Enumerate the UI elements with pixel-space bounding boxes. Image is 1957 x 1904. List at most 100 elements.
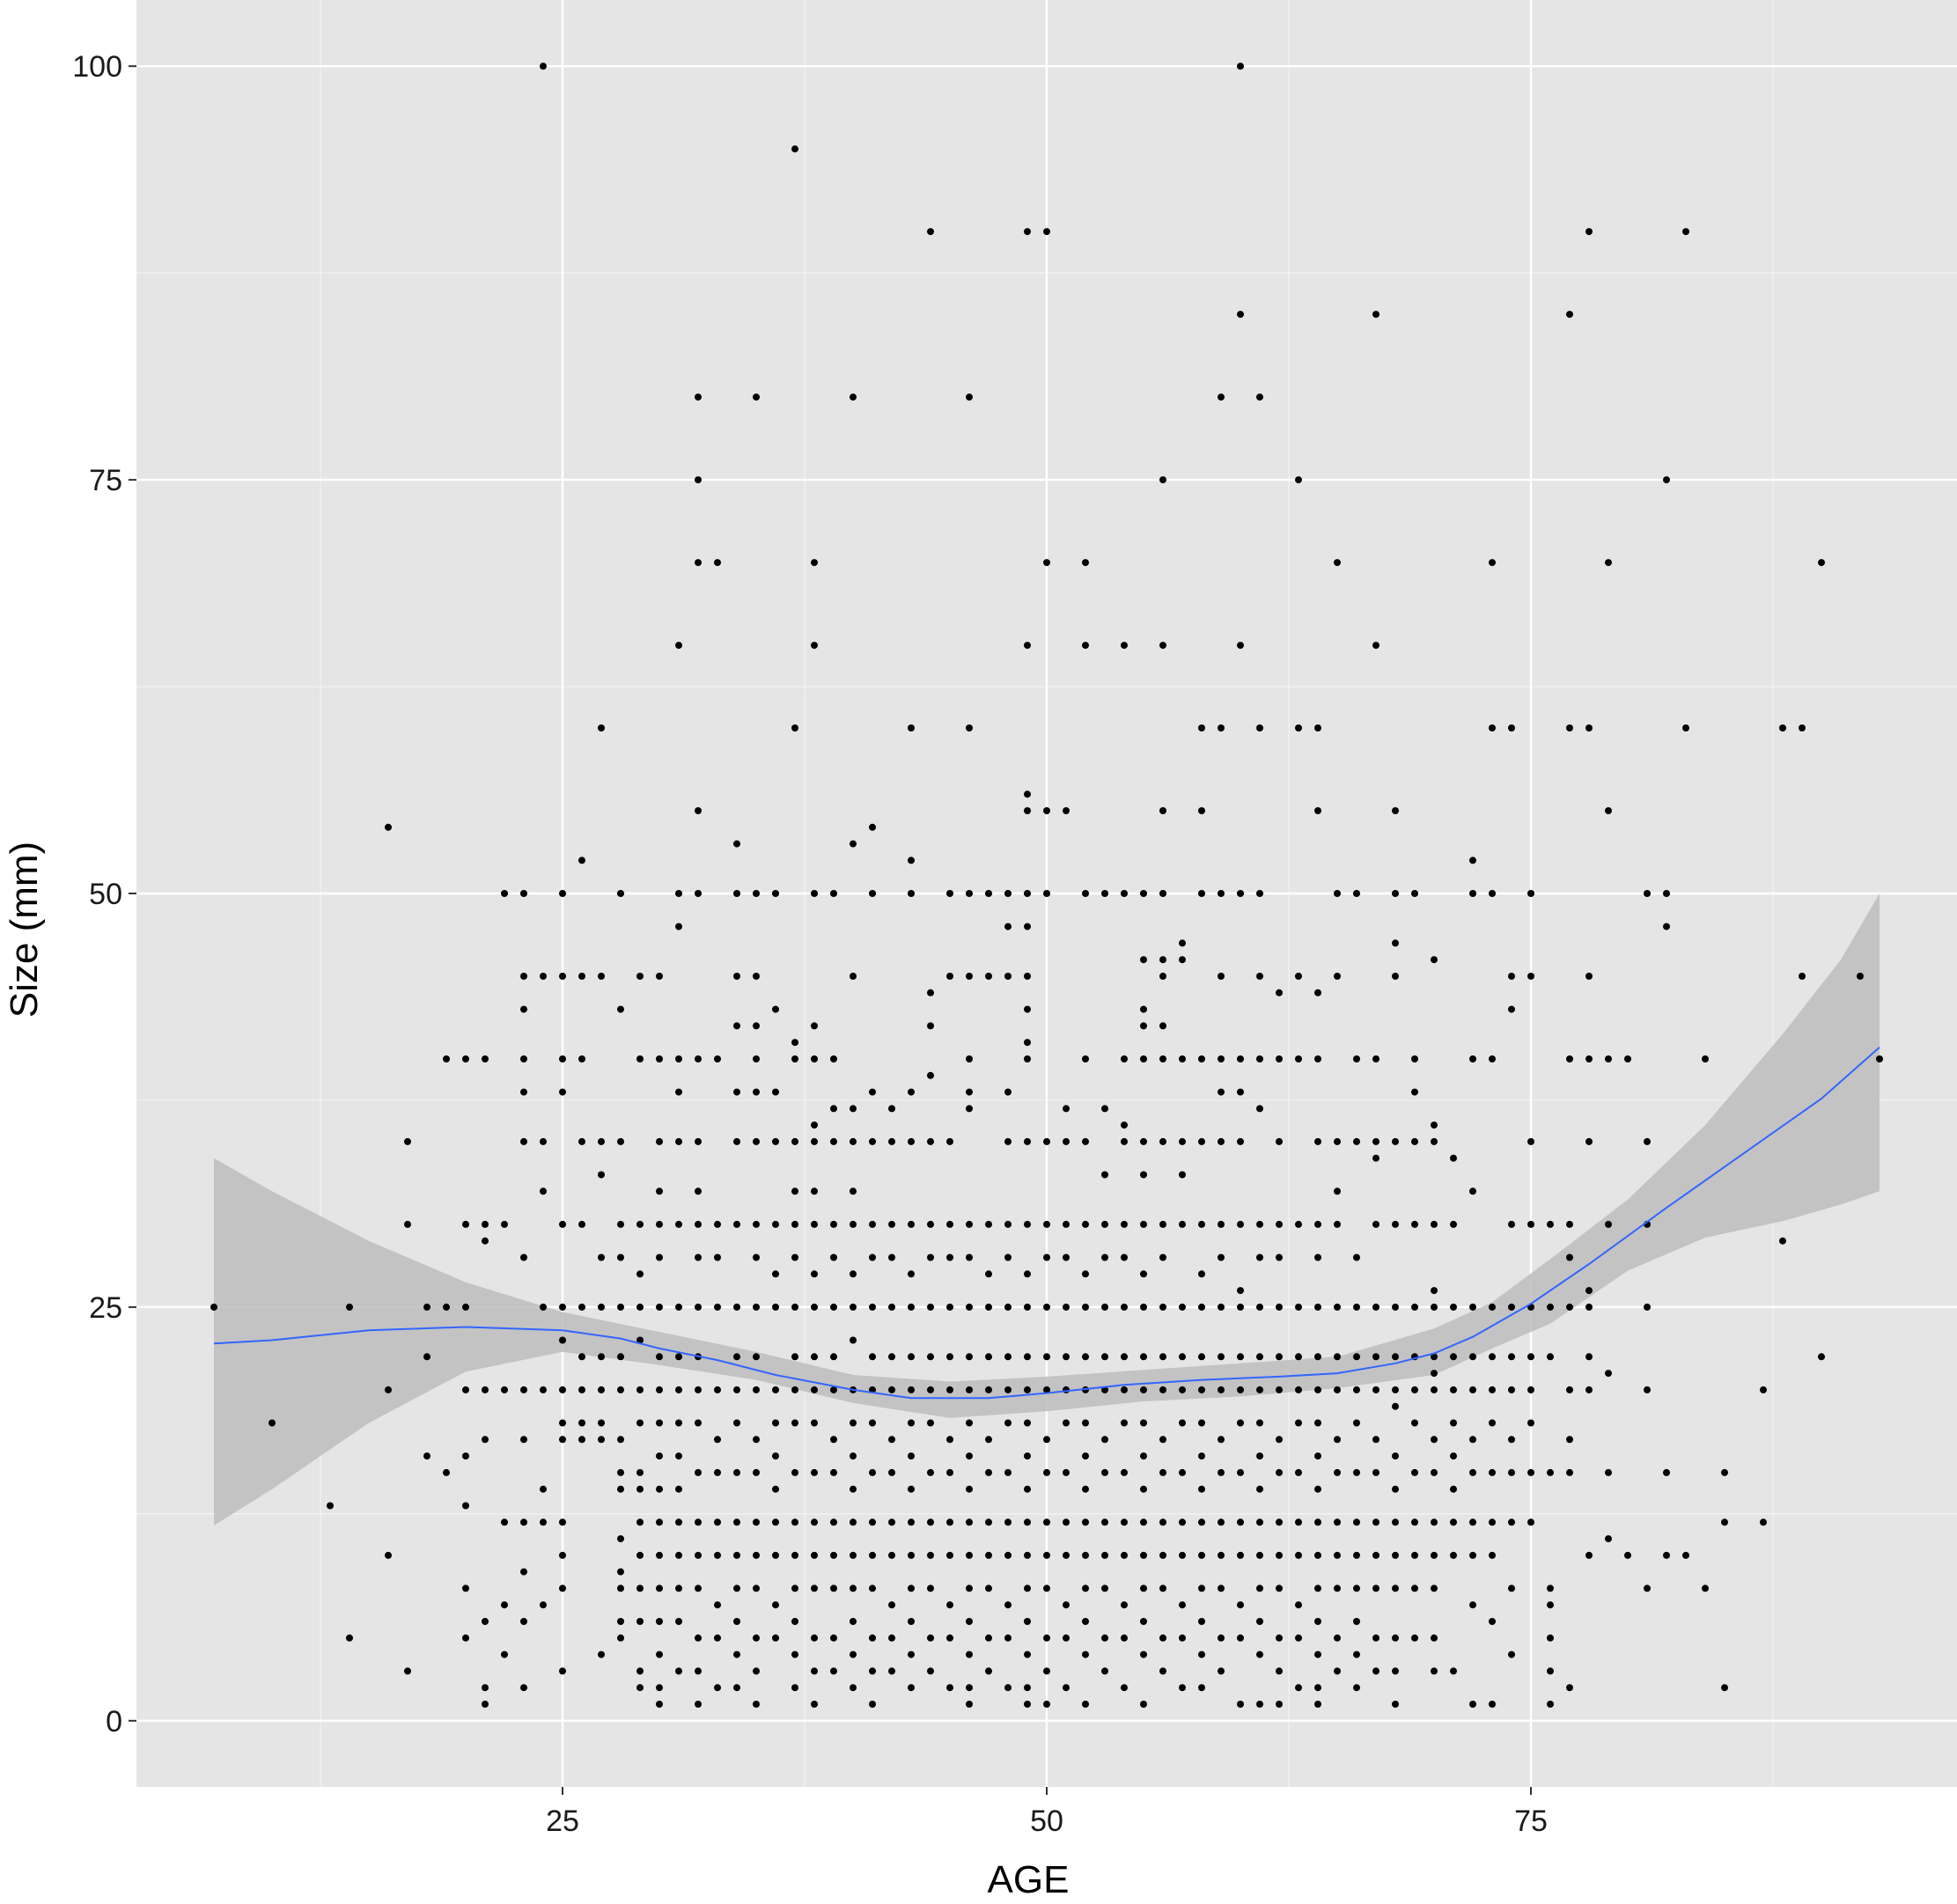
data-point	[1489, 1701, 1496, 1708]
data-point	[908, 1518, 915, 1526]
data-point	[946, 890, 953, 897]
data-point	[1276, 989, 1283, 996]
data-point	[1334, 890, 1341, 897]
data-point	[675, 1137, 682, 1145]
data-point	[946, 1551, 953, 1559]
data-point	[675, 1303, 682, 1311]
data-point	[578, 1386, 585, 1393]
data-point	[1004, 1684, 1012, 1692]
data-point	[1218, 1634, 1225, 1642]
data-point	[1353, 1055, 1360, 1062]
data-point	[946, 1601, 953, 1609]
data-point	[1256, 1650, 1263, 1658]
data-point	[1489, 1618, 1496, 1625]
data-point	[830, 1220, 837, 1228]
data-point	[656, 1137, 663, 1145]
data-point	[1334, 1353, 1341, 1361]
data-point	[520, 1568, 527, 1576]
data-point	[1489, 724, 1496, 731]
data-point	[1024, 1650, 1031, 1658]
data-point	[1644, 1137, 1651, 1145]
data-point	[733, 1551, 740, 1559]
data-point	[927, 1518, 934, 1526]
data-point	[1508, 1436, 1515, 1444]
data-point	[675, 923, 682, 930]
data-point	[1450, 1667, 1457, 1675]
data-point	[927, 1220, 934, 1228]
data-point	[772, 1551, 779, 1559]
data-point	[830, 1303, 837, 1311]
data-point	[1004, 1419, 1012, 1427]
data-point	[772, 1452, 779, 1460]
data-point	[1121, 1634, 1128, 1642]
data-point	[1063, 807, 1070, 814]
data-point	[850, 1419, 857, 1427]
data-point	[908, 1684, 915, 1692]
smooth-line	[213, 1047, 1880, 1400]
data-point	[443, 1468, 450, 1476]
data-point	[675, 1088, 682, 1096]
data-point	[791, 724, 798, 731]
data-point	[695, 890, 702, 897]
data-point	[1624, 1551, 1631, 1559]
data-point	[1140, 1171, 1147, 1179]
data-point	[830, 1253, 837, 1261]
data-point	[850, 1650, 857, 1658]
data-point	[1392, 1634, 1399, 1642]
data-point	[753, 973, 760, 980]
data-point	[1799, 973, 1806, 980]
data-point	[578, 1137, 585, 1145]
data-point	[1663, 890, 1670, 897]
data-point	[1372, 1551, 1379, 1559]
data-point	[675, 642, 682, 650]
data-point	[1353, 1419, 1360, 1427]
data-point	[869, 890, 876, 897]
data-point	[1004, 1253, 1012, 1261]
data-point	[656, 1584, 663, 1592]
data-point	[1702, 1584, 1709, 1592]
data-point	[1237, 1303, 1244, 1311]
data-point	[1314, 1650, 1321, 1658]
data-point	[1043, 1253, 1050, 1261]
data-point	[1431, 1551, 1438, 1559]
data-point	[1566, 1253, 1573, 1261]
data-point	[617, 1005, 624, 1013]
data-point	[791, 1303, 798, 1311]
data-point	[1159, 1667, 1166, 1675]
data-point	[1372, 1436, 1379, 1444]
data-point	[927, 1419, 934, 1427]
data-point	[443, 1303, 450, 1311]
data-point	[1004, 1518, 1012, 1526]
data-point	[1198, 1270, 1205, 1278]
data-point	[927, 1386, 934, 1393]
data-point	[559, 1518, 566, 1526]
data-point	[1140, 1270, 1147, 1278]
data-point	[1431, 1667, 1438, 1675]
data-point	[1043, 1436, 1050, 1444]
data-point	[1469, 1187, 1476, 1195]
data-point	[656, 1187, 663, 1195]
data-point	[1431, 1386, 1438, 1393]
data-point	[946, 1684, 953, 1692]
data-point	[791, 1386, 798, 1393]
data-point	[753, 1436, 760, 1444]
data-point	[753, 1468, 760, 1476]
data-point	[636, 1270, 644, 1278]
data-point	[1276, 1253, 1283, 1261]
data-point	[1372, 642, 1379, 650]
data-point	[1140, 1419, 1147, 1427]
data-point	[1004, 1088, 1012, 1096]
data-point	[1508, 973, 1515, 980]
data-point	[714, 1634, 721, 1642]
data-point	[985, 1584, 992, 1592]
data-point	[1063, 1551, 1070, 1559]
data-point	[888, 1303, 895, 1311]
data-point	[559, 1584, 566, 1592]
data-point	[811, 1584, 818, 1592]
data-point	[656, 973, 663, 980]
data-point	[1198, 1452, 1205, 1460]
data-point	[1411, 1551, 1418, 1559]
data-point	[1237, 1220, 1244, 1228]
data-point	[1063, 1353, 1070, 1361]
data-point	[1237, 1468, 1244, 1476]
